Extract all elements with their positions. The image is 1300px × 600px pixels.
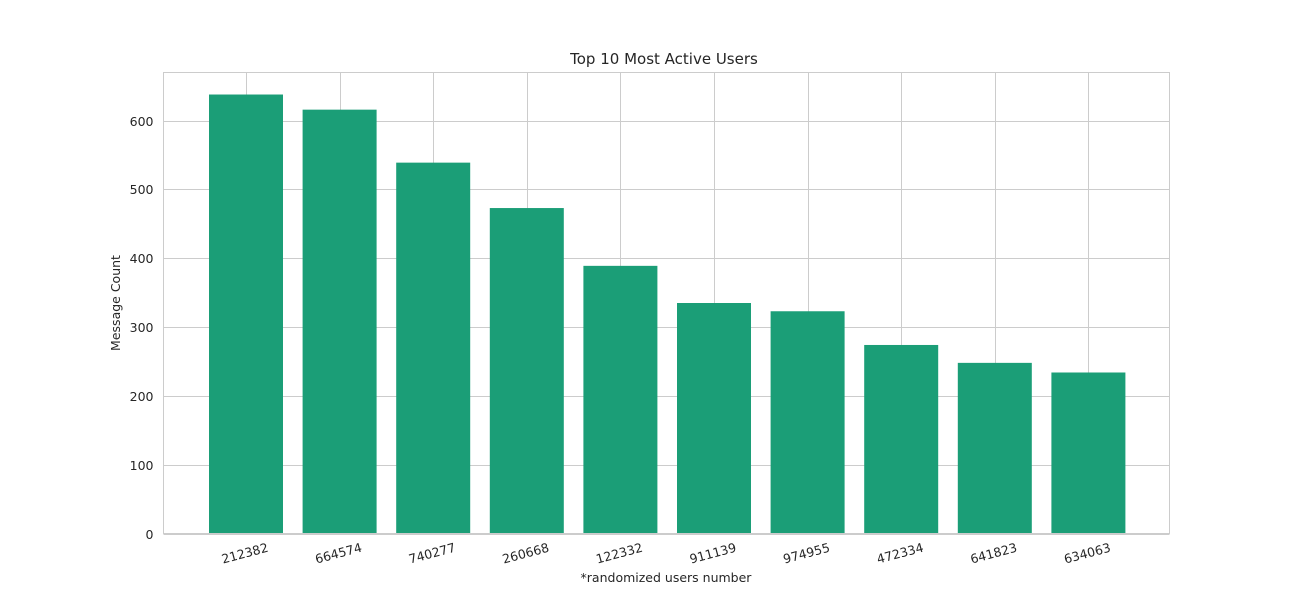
y-tick-labels: 0 100 200 300 400 500 600 xyxy=(130,114,154,542)
y-tick-label: 0 xyxy=(146,527,154,542)
x-tick-label: 974955 xyxy=(781,540,831,567)
bars xyxy=(209,94,1126,534)
y-tick-label: 500 xyxy=(130,182,154,197)
y-tick-label: 300 xyxy=(130,320,154,335)
bar-740277 xyxy=(396,162,471,534)
bar-664574 xyxy=(302,109,377,534)
y-tick-label: 100 xyxy=(130,458,154,473)
x-tick-label: 212382 xyxy=(220,540,270,567)
x-tick-label: 664574 xyxy=(313,540,363,567)
y-tick-label: 200 xyxy=(130,389,154,404)
y-axis-label: Message Count xyxy=(108,255,123,351)
bar-634063 xyxy=(1051,372,1126,534)
chart-title: Top 10 Most Active Users xyxy=(569,50,758,68)
x-tick-label: 122332 xyxy=(594,540,644,567)
bar-260668 xyxy=(489,208,564,534)
x-tick-label: 634063 xyxy=(1062,540,1112,567)
bar-641823 xyxy=(957,362,1032,534)
y-tick-label: 600 xyxy=(130,114,154,129)
bar-974955 xyxy=(770,311,845,534)
bar-911139 xyxy=(677,303,751,534)
x-tick-label: 260668 xyxy=(501,540,551,567)
plot-area-frame xyxy=(163,72,1170,534)
y-tick-label: 400 xyxy=(130,251,154,266)
x-tick-label: 641823 xyxy=(969,540,1019,567)
bar-122332 xyxy=(583,265,658,534)
bar-212382 xyxy=(209,94,283,534)
x-tick-label: 740277 xyxy=(407,540,457,567)
bar-472334 xyxy=(864,344,939,534)
x-tick-labels: 212382 664574 740277 260668 122332 911139 9749… xyxy=(220,540,1112,567)
x-tick-label: 911139 xyxy=(688,540,738,567)
x-tick-label: 472334 xyxy=(875,540,925,567)
x-axis-label: *randomized users number xyxy=(581,570,753,585)
